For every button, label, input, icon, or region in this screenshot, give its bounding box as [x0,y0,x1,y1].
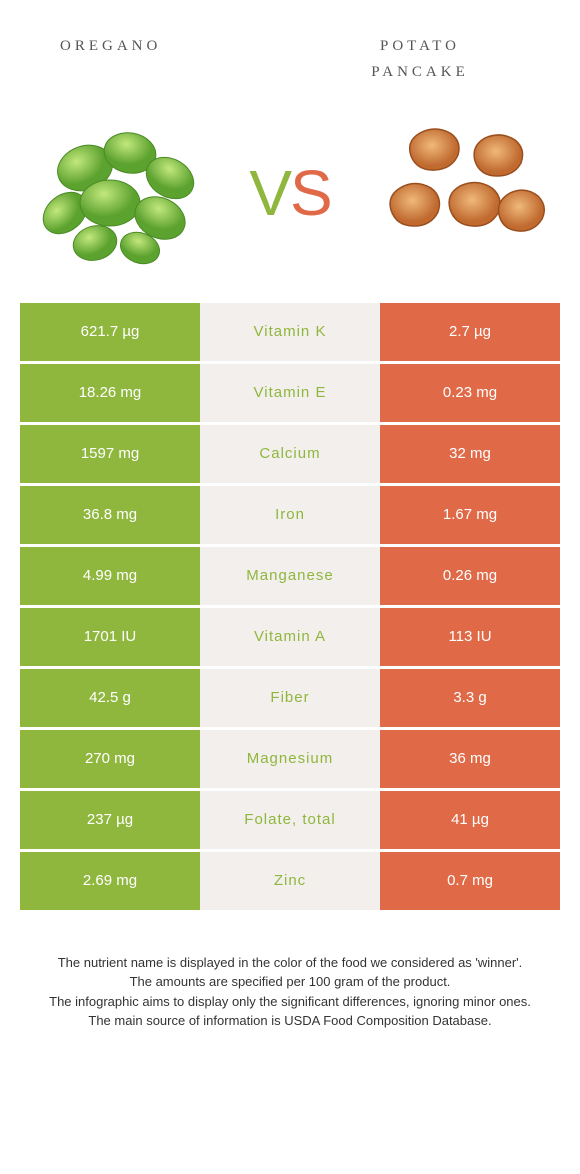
table-row: 42.5 gFiber3.3 g [20,669,560,727]
cell-left-value: 621.7 µg [20,303,200,361]
food-title-right-line1: potato [380,30,460,55]
footnote-line: The main source of information is USDA F… [40,1011,540,1031]
vs-v: V [249,157,290,229]
cell-nutrient-name: Manganese [200,547,380,605]
cell-nutrient-name: Vitamin E [200,364,380,422]
cell-nutrient-name: Iron [200,486,380,544]
footnote-line: The amounts are specified per 100 gram o… [40,972,540,992]
cell-right-value: 41 µg [380,791,560,849]
footnote-line: The nutrient name is displayed in the co… [40,953,540,973]
table-row: 621.7 µgVitamin K2.7 µg [20,303,560,361]
table-row: 1701 IUVitamin A113 IU [20,608,560,666]
cell-left-value: 1597 mg [20,425,200,483]
pancake-image [370,113,550,273]
table-row: 36.8 mgIron1.67 mg [20,486,560,544]
pancake-icon [375,118,545,268]
cell-nutrient-name: Vitamin A [200,608,380,666]
cell-nutrient-name: Vitamin K [200,303,380,361]
footnote-line: The infographic aims to display only the… [40,992,540,1012]
cell-left-value: 36.8 mg [20,486,200,544]
food-title-right: potato pancake [300,30,540,83]
cell-right-value: 3.3 g [380,669,560,727]
table-row: 237 µgFolate, total41 µg [20,791,560,849]
table-row: 4.99 mgManganese0.26 mg [20,547,560,605]
cell-left-value: 42.5 g [20,669,200,727]
cell-nutrient-name: Magnesium [200,730,380,788]
cell-right-value: 113 IU [380,608,560,666]
food-title-right-line2: pancake [371,56,468,81]
cell-left-value: 18.26 mg [20,364,200,422]
cell-right-value: 2.7 µg [380,303,560,361]
header: oregano potato pancake [0,0,580,93]
oregano-icon [30,113,210,273]
table-row: 18.26 mgVitamin E0.23 mg [20,364,560,422]
hero-row: VS [0,93,580,303]
cell-right-value: 1.67 mg [380,486,560,544]
vs-s: S [290,157,331,229]
cell-left-value: 1701 IU [20,608,200,666]
table-row: 2.69 mgZinc0.7 mg [20,852,560,910]
cell-left-value: 270 mg [20,730,200,788]
table-row: 1597 mgCalcium32 mg [20,425,560,483]
cell-nutrient-name: Calcium [200,425,380,483]
cell-right-value: 0.7 mg [380,852,560,910]
oregano-image [30,113,210,273]
vs-label: VS [249,156,330,230]
cell-right-value: 36 mg [380,730,560,788]
food-title-left: oregano [40,30,300,83]
cell-right-value: 0.23 mg [380,364,560,422]
cell-right-value: 0.26 mg [380,547,560,605]
cell-left-value: 4.99 mg [20,547,200,605]
comparison-table: 621.7 µgVitamin K2.7 µg18.26 mgVitamin E… [0,303,580,910]
cell-nutrient-name: Fiber [200,669,380,727]
cell-nutrient-name: Zinc [200,852,380,910]
cell-left-value: 2.69 mg [20,852,200,910]
cell-right-value: 32 mg [380,425,560,483]
table-row: 270 mgMagnesium36 mg [20,730,560,788]
cell-nutrient-name: Folate, total [200,791,380,849]
cell-left-value: 237 µg [20,791,200,849]
footnotes: The nutrient name is displayed in the co… [0,913,580,1051]
infographic: oregano potato pancake [0,0,580,1051]
